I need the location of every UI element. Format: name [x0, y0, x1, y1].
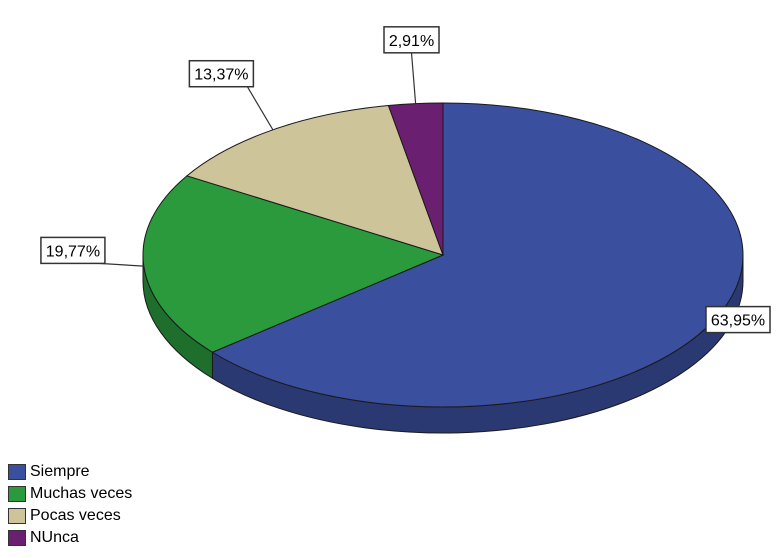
legend-label: NUnca: [30, 529, 79, 546]
leader-line: [246, 86, 274, 131]
data-label: 13,37%: [194, 67, 248, 84]
legend-label: Siempre: [30, 463, 90, 480]
data-label-box: [40, 236, 106, 265]
data-label: 63,95%: [711, 313, 765, 330]
legend-swatch: [8, 486, 26, 502]
data-label: 19,77%: [46, 243, 100, 260]
legend-label: Muchas veces: [30, 485, 133, 502]
pie-slice: [185, 105, 444, 256]
pie-slice: [387, 102, 444, 256]
legend-label: Pocas veces: [30, 507, 121, 524]
pie-slice: [142, 175, 445, 353]
leader-line: [410, 52, 417, 104]
legend-item-muchas-veces: Muchas veces: [8, 483, 132, 505]
data-label: 2,91%: [389, 33, 434, 50]
legend-item-siempre: Siempre: [8, 461, 132, 483]
pie-top-layer: [142, 102, 744, 408]
legend-swatch: [8, 464, 26, 480]
legend-item-pocas-veces: Pocas veces: [8, 505, 132, 527]
data-label-box: [705, 305, 771, 334]
legend: Siempre Muchas veces Pocas veces NUnca: [8, 461, 132, 549]
data-label-box: [383, 26, 440, 54]
data-label-box: [188, 59, 255, 88]
legend-swatch: [8, 530, 26, 546]
legend-swatch: [8, 508, 26, 524]
data-labels-layer: 63,95% 19,77% 13,37% 2,91%: [40, 26, 771, 334]
legend-item-nunca: NUnca: [8, 527, 132, 549]
leader-line: [98, 262, 144, 267]
